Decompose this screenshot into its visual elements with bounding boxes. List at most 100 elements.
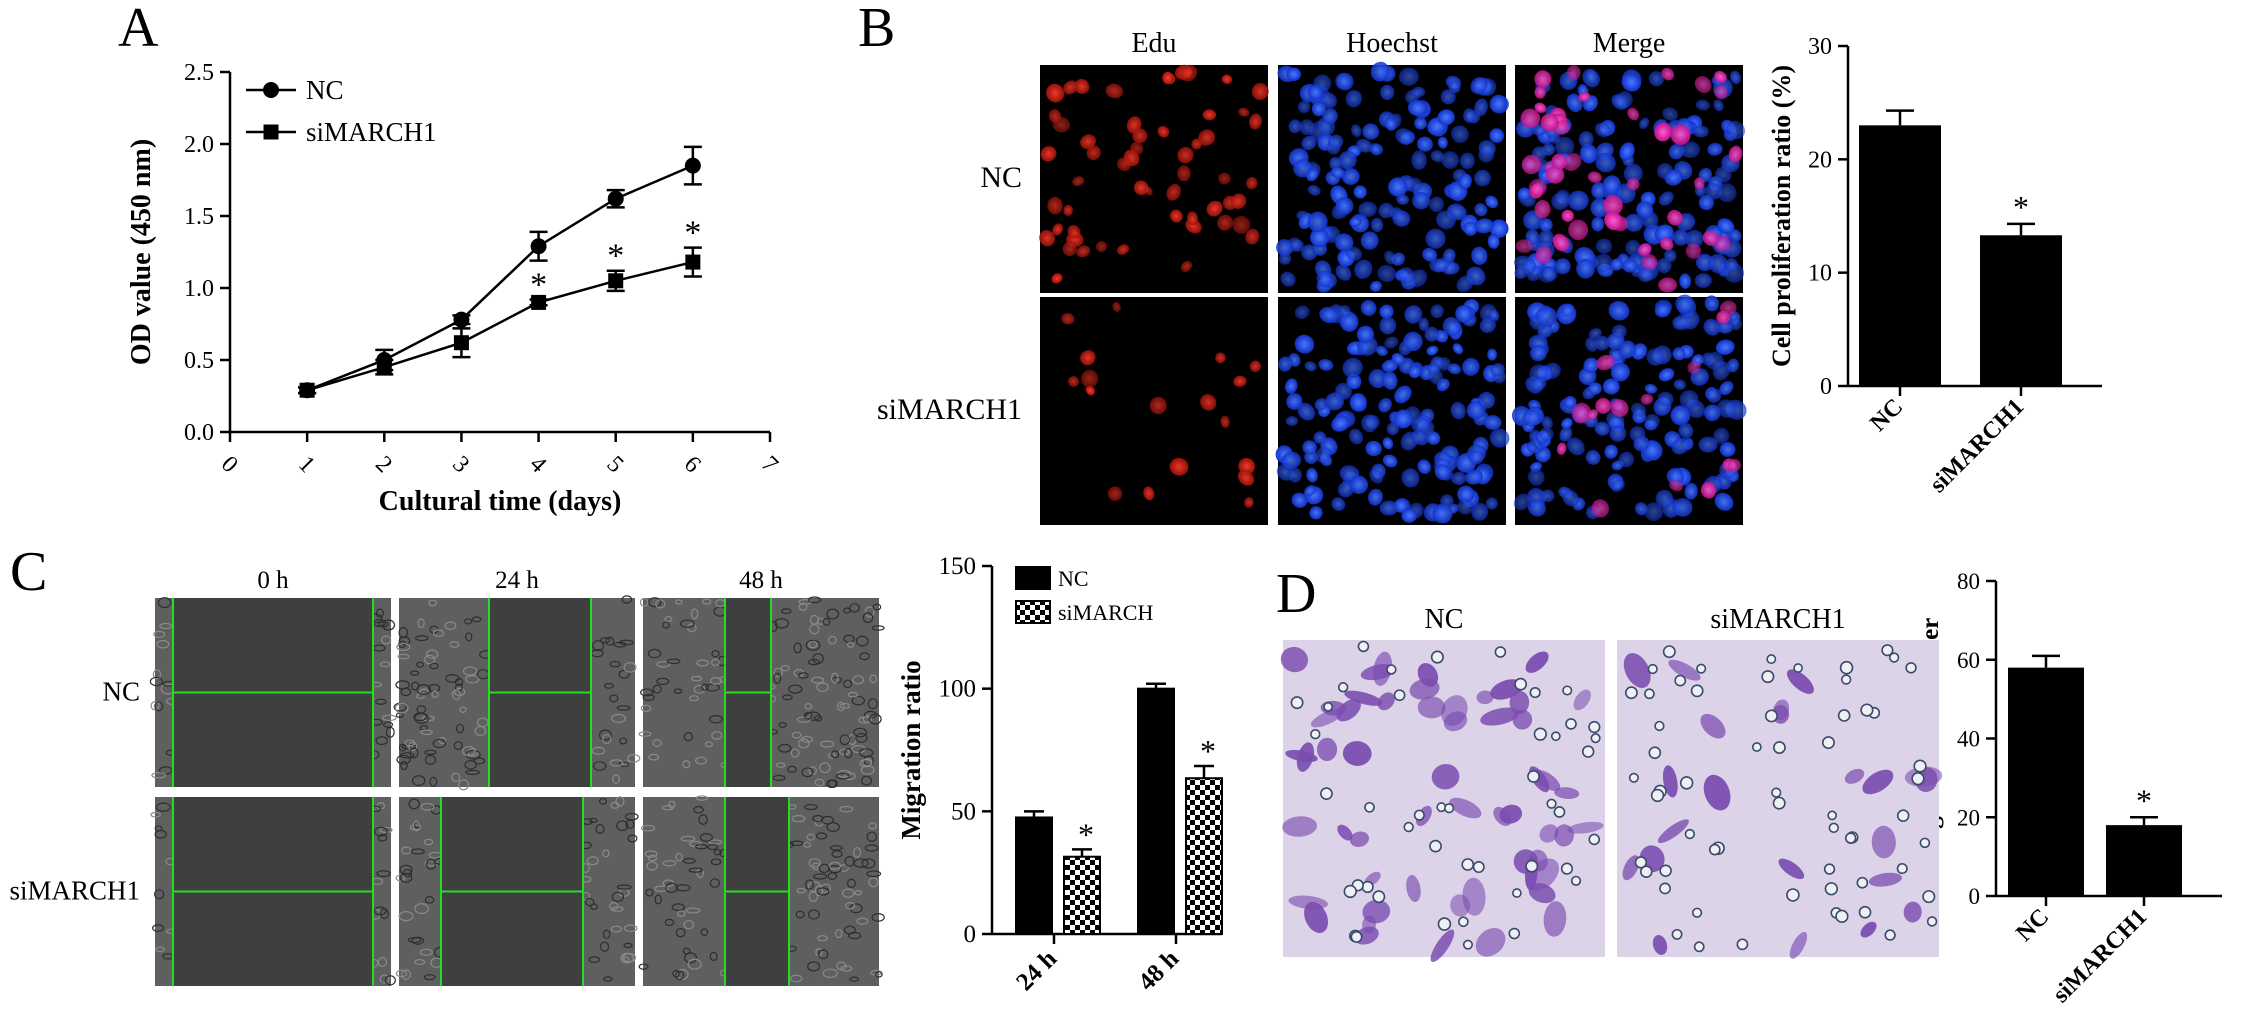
cell [871,913,885,922]
stained-cell [1480,707,1520,726]
nucleus [1469,450,1484,465]
membrane-pore [1514,677,1528,691]
membrane-pore [1690,684,1704,698]
cell [375,736,388,746]
cell [864,844,879,852]
nucleus [1621,72,1642,92]
nucleus [1388,177,1408,197]
nucleus [1693,125,1709,138]
nucleus [1206,200,1223,217]
cell [154,889,165,900]
cell [473,757,486,765]
nucleus [1306,467,1318,483]
cell [675,852,683,862]
cell [654,885,669,893]
significance-star: * [1078,816,1094,852]
nucleus [1177,165,1191,182]
nucleus [1619,142,1635,161]
cell [458,779,470,791]
cell [849,976,860,982]
membrane-pore [1588,720,1601,734]
membrane-pore [1772,796,1786,810]
cell [602,734,612,745]
nucleus [1626,177,1640,191]
nucleus [1361,414,1378,433]
stained-cell [1282,816,1318,837]
nucleus [1591,499,1609,518]
cell [807,659,821,666]
nucleus [1306,168,1319,182]
stained-cell [1662,765,1678,798]
nucleus [1585,449,1601,465]
nucleus [1245,228,1260,245]
stained-cell [1533,769,1561,791]
cell [701,683,709,691]
nucleus [1367,488,1383,506]
nucleus [1456,275,1474,293]
nucleus [1297,402,1315,421]
nucleus [1717,183,1737,203]
cell [852,727,868,738]
membrane-pore [1884,929,1896,941]
cell [805,639,821,651]
data-point-siMARCH1 [453,335,469,351]
cell [616,884,632,890]
cell [616,705,631,711]
nucleus [1672,229,1689,246]
nucleus [1369,468,1384,484]
cell [812,653,824,665]
nucleus [1583,357,1599,374]
membrane-pore [1634,856,1648,869]
cell [410,848,425,855]
cell [449,641,460,648]
nucleus [1067,224,1081,239]
nucleus [1489,309,1500,322]
cell [394,702,409,714]
nucleus [1474,218,1494,234]
cell [807,909,820,920]
cell [609,660,621,668]
nucleus [1414,117,1427,130]
nucleus [1608,300,1630,321]
bar-NC-24 h [1015,816,1053,936]
cell [843,607,851,614]
membrane-pore [1896,809,1910,822]
cell [682,857,696,864]
cell [691,675,703,682]
cell [381,714,397,722]
nucleus [1660,237,1674,251]
row-label: siMARCH1 [9,876,140,906]
nucleus [1417,136,1433,152]
nucleus [1535,306,1558,327]
nucleus [1230,193,1247,210]
cell [818,863,830,874]
stained-cell [1362,915,1377,934]
nucleus [1477,391,1496,409]
membrane-pore [1527,770,1540,783]
nucleus [1530,345,1547,362]
cell [866,831,878,842]
nucleus [1489,128,1505,143]
cell [375,608,384,618]
nucleus [1572,402,1592,424]
y-tick-label: 2.5 [184,60,214,86]
cell [647,854,658,862]
membrane-pore [1771,787,1782,798]
cell [782,694,793,701]
nucleus [1379,500,1399,516]
cell [804,879,815,890]
stained-cell [1280,646,1309,673]
nucleus [1714,70,1727,83]
nucleus [1483,415,1502,430]
nucleus [1716,310,1731,325]
nucleus [1307,184,1321,196]
cell [408,798,420,810]
column-header: Edu [1131,28,1176,59]
nucleus [1474,169,1491,187]
cell [859,652,870,661]
nucleus [1039,229,1056,247]
cell [803,841,812,848]
nucleus [1654,302,1672,318]
nucleus [1658,368,1675,382]
stained-cell [1316,737,1338,762]
